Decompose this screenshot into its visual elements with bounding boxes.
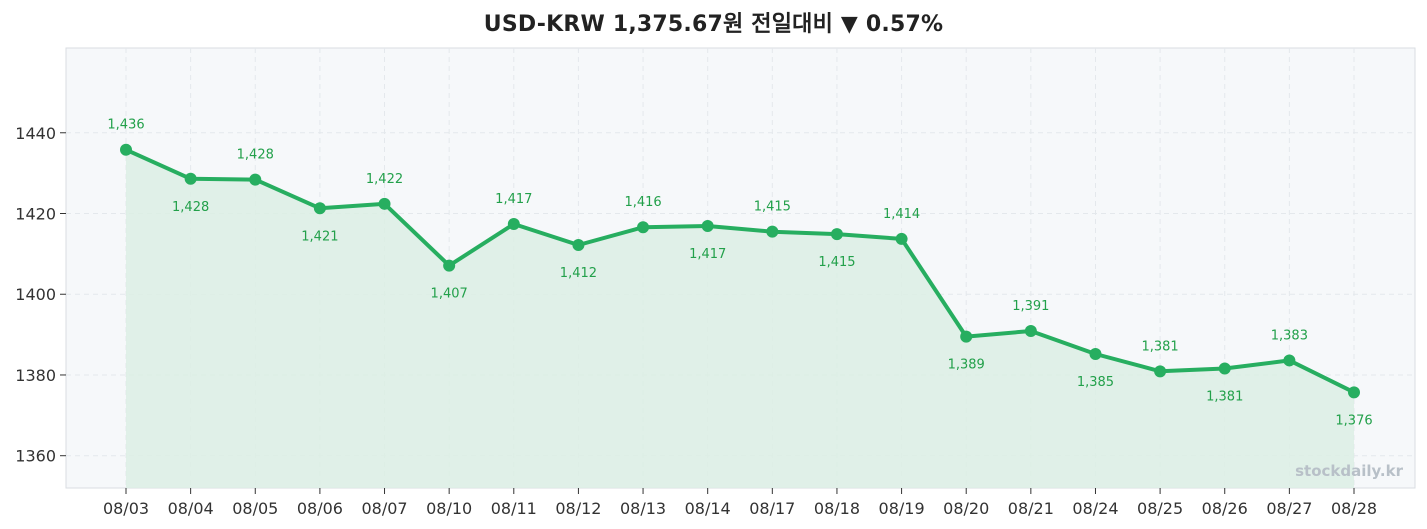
data-point bbox=[572, 238, 585, 251]
data-label: 1,389 bbox=[948, 358, 985, 373]
y-tick-label: 1380 bbox=[15, 366, 56, 385]
x-tick-label: 08/10 bbox=[426, 499, 472, 518]
data-label: 1,415 bbox=[818, 255, 855, 270]
data-point bbox=[507, 218, 520, 230]
x-tick-label: 08/11 bbox=[491, 499, 537, 518]
data-label: 1,428 bbox=[172, 200, 209, 215]
x-tick-label: 08/19 bbox=[879, 499, 925, 518]
data-point bbox=[1218, 362, 1231, 375]
x-tick-label: 08/03 bbox=[103, 499, 149, 518]
y-tick-label: 1360 bbox=[15, 447, 56, 466]
x-tick-label: 08/18 bbox=[814, 499, 860, 518]
y-axis-ticks: 1360 1380 1400 1420 1440 bbox=[15, 124, 66, 466]
data-label: 1,428 bbox=[237, 148, 274, 163]
data-point bbox=[313, 202, 326, 215]
x-tick-label: 08/17 bbox=[749, 499, 795, 518]
data-labels: 1,436 1,428 1,428 1,421 1,422 1,407 1,417 1,412… bbox=[107, 118, 1372, 429]
x-tick-label: 08/04 bbox=[168, 499, 214, 518]
data-point bbox=[960, 330, 973, 343]
x-tick-label: 08/13 bbox=[620, 499, 666, 518]
chart-title: USD-KRW 1,375.67원 전일대비 ▼ 0.57% bbox=[483, 12, 944, 37]
x-tick-label: 08/06 bbox=[297, 499, 343, 518]
data-point bbox=[184, 172, 197, 185]
area-fill bbox=[126, 149, 1354, 488]
data-point bbox=[701, 220, 714, 233]
data-label: 1,385 bbox=[1077, 375, 1114, 390]
data-point bbox=[830, 228, 843, 241]
x-tick-label: 08/07 bbox=[361, 499, 407, 518]
y-tick-label: 1440 bbox=[15, 124, 56, 143]
data-points bbox=[120, 143, 1360, 399]
data-label: 1,407 bbox=[431, 287, 468, 302]
data-point bbox=[1089, 347, 1102, 360]
y-tick-label: 1400 bbox=[15, 285, 56, 304]
data-label: 1,376 bbox=[1335, 413, 1372, 428]
x-axis-ticks: 08/03 08/04 08/05 08/06 08/07 08/10 08/11 08/12… bbox=[103, 488, 1377, 518]
data-label: 1,412 bbox=[560, 266, 597, 281]
y-tick-label: 1420 bbox=[15, 205, 56, 224]
series-line bbox=[124, 147, 1356, 395]
x-tick-label: 08/27 bbox=[1266, 499, 1312, 518]
data-point bbox=[766, 225, 779, 238]
data-label: 1,414 bbox=[883, 207, 920, 222]
data-point bbox=[443, 259, 456, 272]
x-tick-label: 08/28 bbox=[1331, 499, 1377, 518]
data-point bbox=[637, 221, 650, 234]
data-label: 1,391 bbox=[1012, 299, 1049, 314]
data-point bbox=[1154, 365, 1167, 378]
data-label: 1,436 bbox=[107, 118, 144, 133]
data-label: 1,381 bbox=[1141, 339, 1178, 354]
data-point bbox=[1283, 354, 1296, 367]
data-point bbox=[378, 197, 391, 210]
data-label: 1,422 bbox=[366, 172, 403, 187]
data-point bbox=[249, 173, 262, 186]
x-tick-label: 08/26 bbox=[1202, 499, 1248, 518]
data-label: 1,417 bbox=[689, 247, 726, 262]
data-label: 1,381 bbox=[1206, 390, 1243, 405]
x-tick-label: 08/24 bbox=[1072, 499, 1118, 518]
data-label: 1,415 bbox=[754, 200, 791, 215]
x-tick-label: 08/21 bbox=[1008, 499, 1054, 518]
data-label: 1,416 bbox=[624, 195, 661, 210]
data-label: 1,421 bbox=[301, 229, 338, 244]
x-tick-label: 08/25 bbox=[1137, 499, 1183, 518]
data-point bbox=[120, 143, 132, 156]
x-tick-label: 08/05 bbox=[232, 499, 278, 518]
data-point bbox=[895, 232, 908, 245]
x-tick-label: 08/20 bbox=[943, 499, 989, 518]
x-tick-label: 08/14 bbox=[685, 499, 731, 518]
data-point bbox=[1024, 324, 1037, 337]
data-label: 1,383 bbox=[1271, 328, 1308, 343]
data-point bbox=[1348, 386, 1360, 399]
watermark: stockdaily.kr bbox=[1295, 462, 1403, 480]
data-label: 1,417 bbox=[495, 192, 532, 207]
x-tick-label: 08/12 bbox=[555, 499, 601, 518]
